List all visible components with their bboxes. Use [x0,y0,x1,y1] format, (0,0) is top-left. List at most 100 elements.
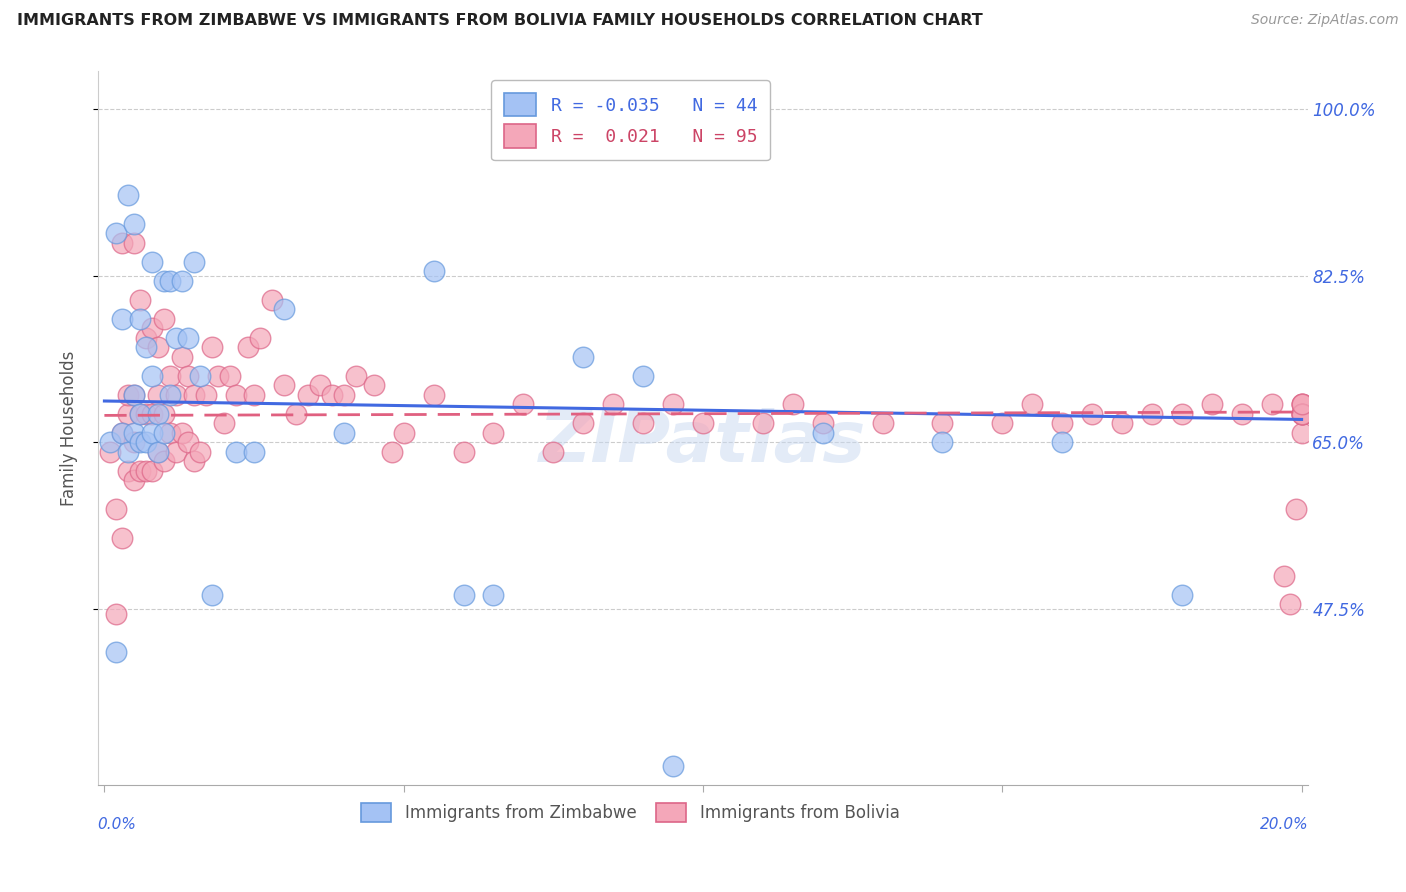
Point [219,368,242,383]
Point [381,445,404,459]
Point [453,445,475,459]
Point [1050,417,1073,431]
Point [177,435,200,450]
Point [1291,397,1313,411]
Point [260,293,283,307]
Point [1291,397,1313,411]
Point [572,350,595,364]
Point [333,388,356,402]
Point [183,388,205,402]
Point [135,331,157,345]
Point [148,445,170,459]
Point [129,407,152,421]
Point [543,445,565,459]
Point [1291,407,1313,421]
Point [111,531,134,545]
Point [105,607,128,621]
Point [148,445,170,459]
Point [1291,407,1313,421]
Point [159,425,181,440]
Point [1291,397,1313,411]
Point [363,378,385,392]
Point [111,425,134,440]
Point [1230,407,1253,421]
Point [225,388,247,402]
Point [141,407,163,421]
Point [631,417,654,431]
Point [482,588,505,602]
Point [105,502,128,516]
Point [212,417,235,431]
Point [422,388,444,402]
Point [273,378,295,392]
Point [100,435,122,450]
Point [165,331,187,345]
Point [111,235,134,250]
Point [284,407,307,421]
Point [153,407,176,421]
Point [129,407,152,421]
Point [188,445,211,459]
Point [117,188,139,202]
Point [201,588,224,602]
Point [111,425,134,440]
Text: Source: ZipAtlas.com: Source: ZipAtlas.com [1251,13,1399,28]
Y-axis label: Family Households: Family Households [59,351,77,506]
Point [207,368,229,383]
Point [1171,588,1194,602]
Point [931,417,953,431]
Point [1260,397,1282,411]
Point [172,350,194,364]
Point [1272,568,1295,582]
Point [602,397,624,411]
Point [159,274,181,288]
Point [100,445,122,459]
Point [124,474,146,488]
Text: IMMIGRANTS FROM ZIMBABWE VS IMMIGRANTS FROM BOLIVIA FAMILY HOUSEHOLDS CORRELATIO: IMMIGRANTS FROM ZIMBABWE VS IMMIGRANTS F… [17,13,983,29]
Point [105,645,128,659]
Point [183,254,205,268]
Point [141,321,163,335]
Point [1291,425,1313,440]
Point [153,274,176,288]
Point [117,445,139,459]
Point [135,407,157,421]
Text: 20.0%: 20.0% [1260,817,1309,832]
Text: 0.0%: 0.0% [97,817,136,832]
Point [124,388,146,402]
Point [273,302,295,317]
Point [124,425,146,440]
Point [165,445,187,459]
Point [1050,435,1073,450]
Point [1291,407,1313,421]
Point [117,464,139,478]
Point [153,454,176,468]
Point [1284,502,1306,516]
Point [124,217,146,231]
Point [111,311,134,326]
Point [1171,407,1194,421]
Point [572,417,595,431]
Point [249,331,271,345]
Point [153,425,176,440]
Point [124,435,146,450]
Point [931,435,953,450]
Point [135,340,157,354]
Point [129,293,152,307]
Point [141,464,163,478]
Point [183,454,205,468]
Point [811,425,834,440]
Point [177,368,200,383]
Point [129,464,152,478]
Point [236,340,259,354]
Point [177,331,200,345]
Point [1140,407,1163,421]
Point [243,388,266,402]
Point [243,445,266,459]
Point [188,368,211,383]
Point [782,397,804,411]
Point [129,435,152,450]
Point [811,417,834,431]
Point [117,388,139,402]
Point [1111,417,1133,431]
